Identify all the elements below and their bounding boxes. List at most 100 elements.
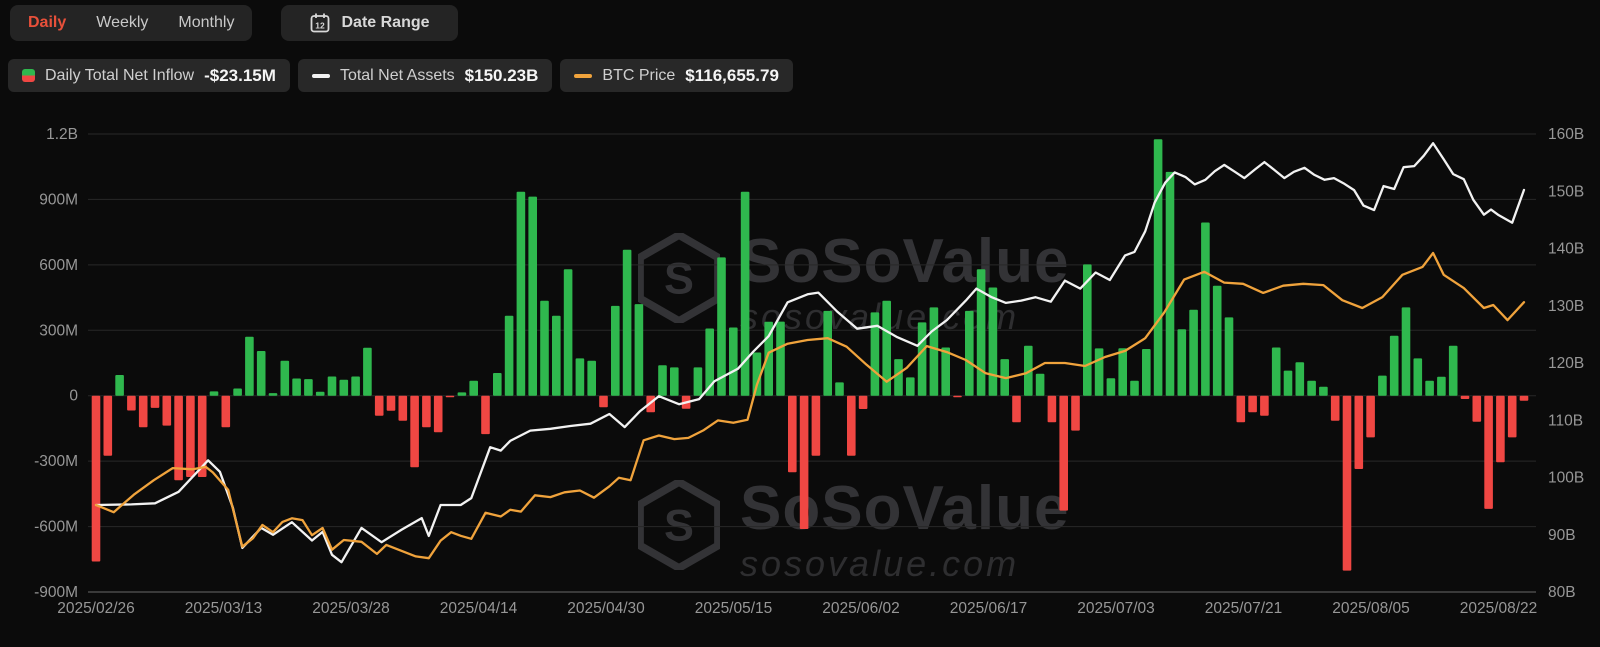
inflow-bar bbox=[563, 269, 573, 396]
inflow-bar bbox=[976, 269, 986, 396]
inflow-bar bbox=[162, 395, 172, 426]
inflow-bar bbox=[1307, 380, 1316, 396]
inflow-bar bbox=[1106, 378, 1116, 396]
y-axis-label: 300M bbox=[39, 322, 78, 339]
inflow-bar bbox=[174, 395, 183, 481]
y2-axis-label: 150B bbox=[1548, 183, 1584, 200]
inflow-bar bbox=[233, 388, 242, 396]
inflow-bar bbox=[1342, 395, 1352, 571]
inflow-bar bbox=[929, 307, 939, 396]
inflow-bar bbox=[764, 321, 773, 396]
inflow-bar bbox=[693, 367, 703, 396]
y-axis-label: -300M bbox=[34, 453, 78, 470]
inflow-bar bbox=[457, 392, 467, 396]
inflow-bar bbox=[1425, 380, 1434, 396]
inflow-bar bbox=[776, 321, 785, 396]
toolbar: Daily Weekly Monthly 12 Date Range bbox=[0, 0, 1600, 46]
inflow-bar bbox=[906, 377, 915, 396]
legend-item-daily-net-inflow[interactable]: Daily Total Net Inflow -$23.15M bbox=[8, 59, 290, 92]
inflow-bar bbox=[835, 382, 844, 396]
watermark-brand: SoSoValue bbox=[740, 227, 1070, 296]
inflow-bar bbox=[209, 391, 219, 396]
inflow-bar bbox=[1295, 362, 1305, 396]
inflow-bar bbox=[1094, 348, 1104, 396]
watermark-domain: sosovalue.com bbox=[740, 542, 1020, 584]
inflow-bar bbox=[1460, 395, 1470, 399]
inflow-bar bbox=[504, 315, 514, 396]
inflow-bar bbox=[150, 395, 160, 408]
inflow-bar bbox=[1519, 395, 1529, 401]
y-axis-label: 600M bbox=[39, 257, 78, 274]
inflow-bar bbox=[469, 380, 478, 396]
inflow-bar bbox=[528, 196, 537, 396]
inflow-bar bbox=[339, 379, 349, 396]
inflow-bar bbox=[882, 300, 891, 396]
inflow-bar bbox=[1354, 395, 1364, 469]
inflow-bar bbox=[280, 360, 290, 396]
x-axis-label: 2025/08/05 bbox=[1332, 600, 1410, 617]
inflow-bar bbox=[1437, 376, 1446, 396]
date-range-label: Date Range bbox=[341, 14, 430, 31]
calendar-icon: 12 bbox=[311, 13, 330, 33]
inflow-bar bbox=[670, 367, 679, 396]
inflow-bar bbox=[1142, 349, 1151, 396]
x-axis-label: 2025/07/21 bbox=[1205, 600, 1283, 617]
y2-axis-label: 140B bbox=[1548, 241, 1584, 258]
white-dash-icon bbox=[311, 73, 330, 78]
y2-axis-label: 110B bbox=[1548, 412, 1583, 429]
tab-weekly[interactable]: Weekly bbox=[96, 14, 149, 31]
y-axis-label: 0 bbox=[69, 388, 78, 405]
legend: Daily Total Net Inflow -$23.15M Total Ne… bbox=[8, 59, 793, 92]
inflow-bar bbox=[705, 328, 714, 396]
inflow-bar bbox=[752, 352, 762, 396]
inflow-bar bbox=[729, 327, 738, 396]
x-axis-label: 2025/04/30 bbox=[567, 600, 645, 617]
inflow-bar bbox=[587, 360, 596, 396]
y2-axis-label: 100B bbox=[1548, 470, 1584, 487]
inflow-bar bbox=[91, 395, 101, 562]
inflow-bar bbox=[1366, 395, 1375, 438]
tab-monthly[interactable]: Monthly bbox=[178, 14, 235, 31]
x-axis-label: 2025/06/02 bbox=[822, 600, 900, 617]
inflow-bar bbox=[256, 351, 266, 396]
y2-axis-label: 160B bbox=[1548, 126, 1584, 143]
inflow-bar bbox=[1212, 285, 1222, 396]
inflow-bar bbox=[493, 373, 502, 396]
inflow-bar bbox=[138, 395, 148, 428]
inflow-bar bbox=[1260, 395, 1269, 416]
date-range-button[interactable]: 12 Date Range bbox=[281, 5, 458, 41]
inflow-bar bbox=[552, 315, 561, 396]
period-tab-group: Daily Weekly Monthly bbox=[10, 5, 253, 41]
inflow-bar bbox=[894, 359, 903, 396]
x-axis-label: 2025/05/15 bbox=[695, 600, 773, 617]
inflow-bar bbox=[988, 287, 998, 396]
inflow-bar bbox=[717, 257, 726, 396]
watermark-brand: SoSoValue bbox=[740, 474, 1070, 543]
inflow-bar bbox=[1507, 395, 1517, 438]
inflow-bar bbox=[245, 336, 254, 396]
inflow-bar bbox=[1118, 348, 1127, 396]
svg-text:S: S bbox=[664, 253, 694, 304]
inflow-bar bbox=[1283, 370, 1293, 396]
inflow-bar bbox=[1153, 139, 1163, 396]
inflow-bar bbox=[788, 395, 797, 473]
inflow-bar bbox=[433, 395, 443, 433]
inflow-bar bbox=[740, 191, 750, 396]
tab-daily[interactable]: Daily bbox=[28, 14, 67, 31]
legend-value: $150.23B bbox=[464, 65, 539, 85]
inflow-bar bbox=[1012, 395, 1021, 423]
y-axis-label: 900M bbox=[39, 191, 78, 208]
inflow-bar bbox=[858, 395, 868, 409]
inflow-bar bbox=[268, 393, 278, 396]
inflow-bar bbox=[953, 395, 962, 398]
legend-item-total-net-assets[interactable]: Total Net Assets $150.23B bbox=[297, 59, 553, 92]
inflow-bar bbox=[363, 347, 372, 396]
legend-item-btc-price[interactable]: BTC Price $116,655.79 bbox=[560, 59, 793, 92]
inflow-bar bbox=[410, 395, 419, 468]
inflow-bar bbox=[351, 376, 360, 396]
inflow-bar bbox=[622, 249, 632, 396]
svg-text:12: 12 bbox=[316, 21, 326, 31]
inflow-bar bbox=[1319, 386, 1328, 396]
legend-label: BTC Price bbox=[602, 66, 676, 84]
